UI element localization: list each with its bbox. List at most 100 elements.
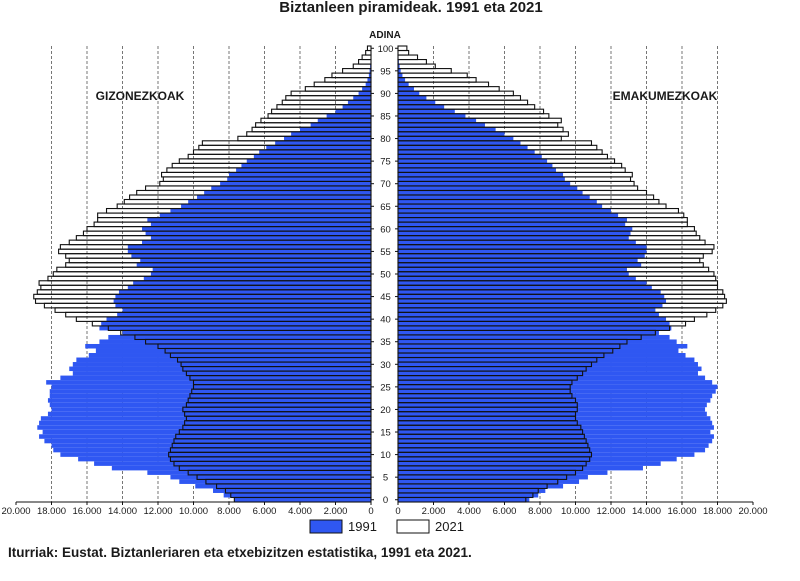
bar-1991-women (398, 289, 661, 295)
bar-1991-women (398, 131, 505, 137)
x-tick-label-left: 20.000 (1, 506, 30, 517)
bar-1991-men (365, 82, 371, 87)
bar-1991-men (195, 483, 371, 489)
bar-1991-women (398, 452, 695, 457)
bar-2021-women (397, 72, 468, 79)
bar-1991-men (342, 104, 371, 110)
bar-1991-women (398, 303, 663, 308)
bar-1991-women (398, 163, 553, 168)
bar-1991-men (127, 249, 371, 254)
bar-1991-men (253, 154, 371, 159)
bar-1991-men (115, 303, 372, 308)
bar-1991-men (204, 190, 371, 195)
age-tick-label: 35 (380, 337, 391, 348)
bar-1991-men (122, 330, 371, 335)
bar-1991-women (398, 86, 414, 92)
bar-1991-women (398, 497, 530, 502)
bar-1991-women (398, 73, 403, 78)
bar-1991-women (398, 253, 645, 259)
bar-1991-women (398, 474, 588, 480)
bar-1991-women (398, 262, 642, 268)
age-tick-label: 0 (383, 495, 388, 506)
bar-1991-women (398, 389, 716, 394)
bar-1991-men (369, 68, 371, 74)
bar-2021-women (397, 81, 490, 88)
bar-1991-women (398, 398, 711, 403)
bar-1991-men (127, 285, 371, 290)
x-tick-label-left: 4.000 (288, 506, 312, 517)
bar-1991-women (398, 145, 528, 150)
bar-1991-men (49, 389, 371, 394)
x-tick-label-right: 6.000 (493, 506, 517, 517)
bar-1991-men (113, 298, 371, 304)
bar-1991-women (398, 357, 695, 363)
bar-1991-men (131, 253, 371, 259)
bar-1991-women (398, 447, 706, 453)
bar-1991-women (398, 176, 565, 182)
bar-1991-women (398, 244, 647, 250)
bar-2021-men (342, 68, 372, 74)
x-tick-label-left: 10.000 (179, 506, 208, 517)
bar-1991-men (47, 398, 371, 403)
bar-1991-men (227, 176, 371, 182)
bar-1991-women (398, 443, 709, 448)
bar-1991-men (150, 235, 371, 241)
series-1991-bars (37, 46, 718, 502)
bar-1991-men (241, 163, 371, 168)
bar-1991-men (133, 280, 371, 286)
bar-1991-women (398, 438, 713, 444)
legend-swatch-1991 (309, 519, 343, 534)
bar-1991-women (398, 425, 714, 430)
age-tick-label: 20 (380, 405, 391, 416)
bar-1991-women (398, 461, 661, 466)
bar-1991-women (398, 95, 427, 101)
bar-1991-men (95, 348, 371, 354)
bar-1991-men (368, 73, 371, 78)
bar-1991-women (398, 258, 638, 263)
bar-1991-women (398, 149, 535, 155)
bar-1991-men (39, 434, 371, 439)
bar-1991-women (398, 122, 485, 128)
bar-1991-men (69, 366, 371, 372)
bar-1991-women (398, 420, 713, 426)
bar-1991-men (85, 343, 371, 349)
bar-1991-men (358, 91, 371, 96)
bar-1991-men (353, 95, 371, 101)
bar-1991-men (72, 371, 372, 376)
x-tick-label-right: 8.000 (528, 506, 552, 517)
bar-1991-women (398, 434, 714, 439)
population-pyramid-chart: Biztanleen piramideak. 1991 eta 2021 ADI… (1, 0, 767, 534)
left-panel-label: GIZONEZKOAK (96, 89, 185, 103)
bar-1991-men (147, 217, 371, 223)
bar-1991-women (398, 68, 401, 74)
age-tick-label: 80 (380, 134, 391, 145)
bar-1991-women (398, 334, 670, 340)
x-tick-label-right: 14.000 (632, 506, 661, 517)
bar-1991-women (398, 479, 580, 484)
bar-2021-men (313, 81, 372, 88)
bar-1991-men (60, 452, 371, 457)
bar-1991-women (398, 371, 698, 376)
bar-1991-women (398, 240, 636, 245)
bar-2021-women (397, 68, 452, 74)
bar-1991-men (51, 384, 371, 390)
bar-1991-men (106, 316, 372, 322)
bar-1991-women (398, 109, 455, 114)
bar-1991-women (398, 271, 629, 277)
bar-1991-women (398, 402, 707, 408)
bar-1991-men (310, 122, 371, 128)
bar-1991-women (398, 307, 656, 313)
bar-1991-men (101, 321, 371, 326)
chart-title: Biztanleen piramideak. 1991 eta 2021 (279, 0, 542, 16)
age-tick-label: 65 (380, 202, 391, 213)
bar-1991-women (398, 492, 539, 498)
bar-1991-women (398, 470, 608, 475)
bar-1991-women (398, 298, 667, 304)
bar-1991-men (94, 461, 371, 466)
bar-1991-women (398, 276, 636, 281)
bar-1991-men (37, 425, 372, 430)
bar-1991-women (398, 100, 436, 105)
bar-1991-men (229, 172, 371, 177)
bar-1991-women (398, 167, 556, 173)
bar-1991-men (140, 258, 371, 263)
